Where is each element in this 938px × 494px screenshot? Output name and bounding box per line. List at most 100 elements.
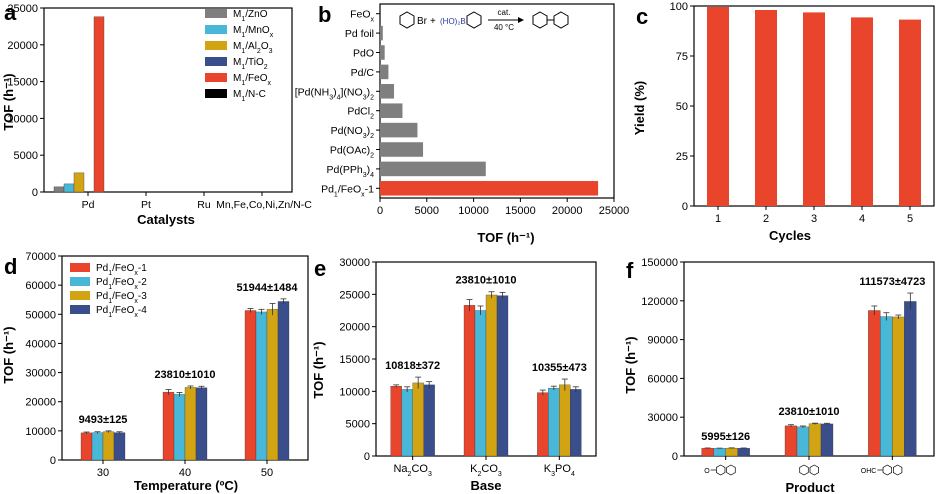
panel-a-category-label: Ru xyxy=(197,199,211,211)
panel-f-bar xyxy=(880,316,893,457)
panel-b-category-label: FeOx xyxy=(350,9,374,24)
panel-a-bar xyxy=(93,16,105,193)
panel-e-bar xyxy=(537,392,549,457)
panel-e-ytick-label: 10000 xyxy=(339,386,370,398)
panel-b-bar xyxy=(380,25,383,41)
panel-c-ylabel: Yield (%) xyxy=(632,81,647,135)
panel-a-category-label: Pt xyxy=(141,199,151,211)
panel-a-legend-label: M1/MnOx xyxy=(233,25,274,39)
panel-c-xtick-label: 2 xyxy=(763,213,769,225)
panel-d-bar xyxy=(162,391,175,461)
panel-d-value-annotation: 9493±125 xyxy=(79,414,128,426)
benzene-ring-icon xyxy=(466,11,482,29)
panel-d-bar xyxy=(266,309,279,461)
panel-e-bar xyxy=(423,384,435,457)
panel-a-legend-swatch xyxy=(205,9,227,18)
panel-f-bar xyxy=(784,425,798,457)
panel-e-bar xyxy=(548,387,560,457)
panel-c-xtick-label: 1 xyxy=(715,213,721,225)
benzene-ring-icon xyxy=(532,11,548,29)
panel-a-ytick-label: 10000 xyxy=(7,113,38,125)
panel-f-bar xyxy=(737,448,750,457)
panel-e-value-annotation: 23810±1010 xyxy=(455,275,516,287)
panel-b-category-label: Pd(OAc)2 xyxy=(330,145,374,160)
panel-f-ylabel: TOF (h⁻¹) xyxy=(623,336,638,393)
panel-f-ytick-label: 120000 xyxy=(641,296,678,308)
plus-sign: + xyxy=(430,16,436,27)
panel-e-ytick-label: 5000 xyxy=(346,419,370,431)
panel-a-category-label: Pd xyxy=(82,199,95,211)
panel-a-ytick-label: 5000 xyxy=(14,150,38,162)
benzene-ring-icon xyxy=(892,464,903,476)
panel-b-bar xyxy=(380,122,418,138)
panel-c-xtick-label: 3 xyxy=(811,213,817,225)
panel-e-ytick-label: 15000 xyxy=(339,354,370,366)
panel-a-label: a xyxy=(4,0,17,25)
panel-d-ytick-label: 30000 xyxy=(25,368,56,380)
panel-b-xtick-label: 10000 xyxy=(458,205,489,217)
panel-d-bar xyxy=(80,432,93,461)
panel-e-bar xyxy=(412,382,424,457)
panel-e-bar xyxy=(570,389,582,457)
panel-d-bar xyxy=(184,387,197,461)
panel-c-ytick-label: 100 xyxy=(670,1,688,13)
panel-d-legend-swatch xyxy=(70,263,90,272)
panel-d-value-annotation: 51944±1484 xyxy=(236,282,298,294)
panel-e-xtick-label: K2CO3 xyxy=(470,463,502,478)
benzene-ring-icon xyxy=(726,464,736,476)
panel-a-xlabel: Catalysts xyxy=(137,212,195,227)
panel-d-bar xyxy=(113,432,126,461)
panel-b-category-label: Pd/C xyxy=(351,67,375,79)
panel-c-xtick-label: 4 xyxy=(859,213,865,225)
panel-c-bar xyxy=(803,12,825,207)
panel-f-bar xyxy=(808,423,822,457)
panel-e-bar xyxy=(559,384,571,457)
panel-f-bar xyxy=(868,310,881,457)
panel-c-ytick-label: 25 xyxy=(676,151,688,163)
panel-e-ylabel: TOF (h⁻¹) xyxy=(311,341,326,398)
panel-c-bar xyxy=(899,19,921,206)
panel-a-bar xyxy=(53,186,65,193)
panel-d-ytick-label: 50000 xyxy=(25,309,56,321)
panel-d-legend-swatch xyxy=(70,305,90,314)
panel-d-ylabel: TOF (h⁻¹) xyxy=(1,326,16,383)
panel-d-bar xyxy=(91,432,104,461)
panel-e-xtick-label: Na2CO3 xyxy=(393,463,431,478)
benzene-ring-icon xyxy=(553,11,569,29)
panel-c-bar xyxy=(755,10,777,206)
panel-d-xlabel: Temperature (ºC) xyxy=(134,478,238,493)
panel-d-ytick-label: 20000 xyxy=(25,397,56,409)
panel-a-legend-label: M1/FeOx xyxy=(233,73,271,87)
panel-f-bar xyxy=(725,447,738,457)
panel-e-xlabel: Base xyxy=(470,478,501,493)
conditions-top: cat. xyxy=(498,8,511,17)
panel-a-legend-swatch xyxy=(205,73,227,82)
panel-f-ytick-label: 150000 xyxy=(641,257,678,269)
panel-d-xtick-label: 30 xyxy=(97,467,109,479)
panel-d-ytick-label: 40000 xyxy=(25,338,56,350)
panel-b-category-label: Pd foil xyxy=(345,28,374,40)
panel-d-bar xyxy=(195,387,208,461)
panel-f-product-structure-icon xyxy=(799,464,819,476)
panel-c-bar xyxy=(707,7,729,206)
panel-d-value-annotation: 23810±1010 xyxy=(154,369,215,381)
panel-e-xtick-label: K3PO4 xyxy=(544,463,575,478)
panel-d-ytick-label: 10000 xyxy=(25,426,56,438)
panel-b-bar xyxy=(380,64,389,80)
panel-b-xtick-label: 0 xyxy=(377,205,383,217)
panel-b-category-label: Pd(NO3)2 xyxy=(331,125,375,140)
benzene-ring-icon xyxy=(882,464,892,476)
panel-b-category-label: Pd(PPh3)4 xyxy=(327,164,375,179)
panel-b-bar xyxy=(380,45,385,60)
panel-d-bar xyxy=(173,394,186,461)
panel-a-ytick-label: 0 xyxy=(32,187,38,199)
benzene-ring-icon xyxy=(716,464,726,476)
panel-d-legend-label: Pd1/FeOx-4 xyxy=(96,305,147,319)
panel-d-xtick-label: 40 xyxy=(179,467,191,479)
panel-a-legend-swatch xyxy=(205,41,227,50)
panel-b-bar xyxy=(380,161,486,177)
panel-f-bar xyxy=(904,301,917,457)
panel-b-label: b xyxy=(318,2,331,27)
panel-b-xtick-label: 5000 xyxy=(415,205,439,217)
